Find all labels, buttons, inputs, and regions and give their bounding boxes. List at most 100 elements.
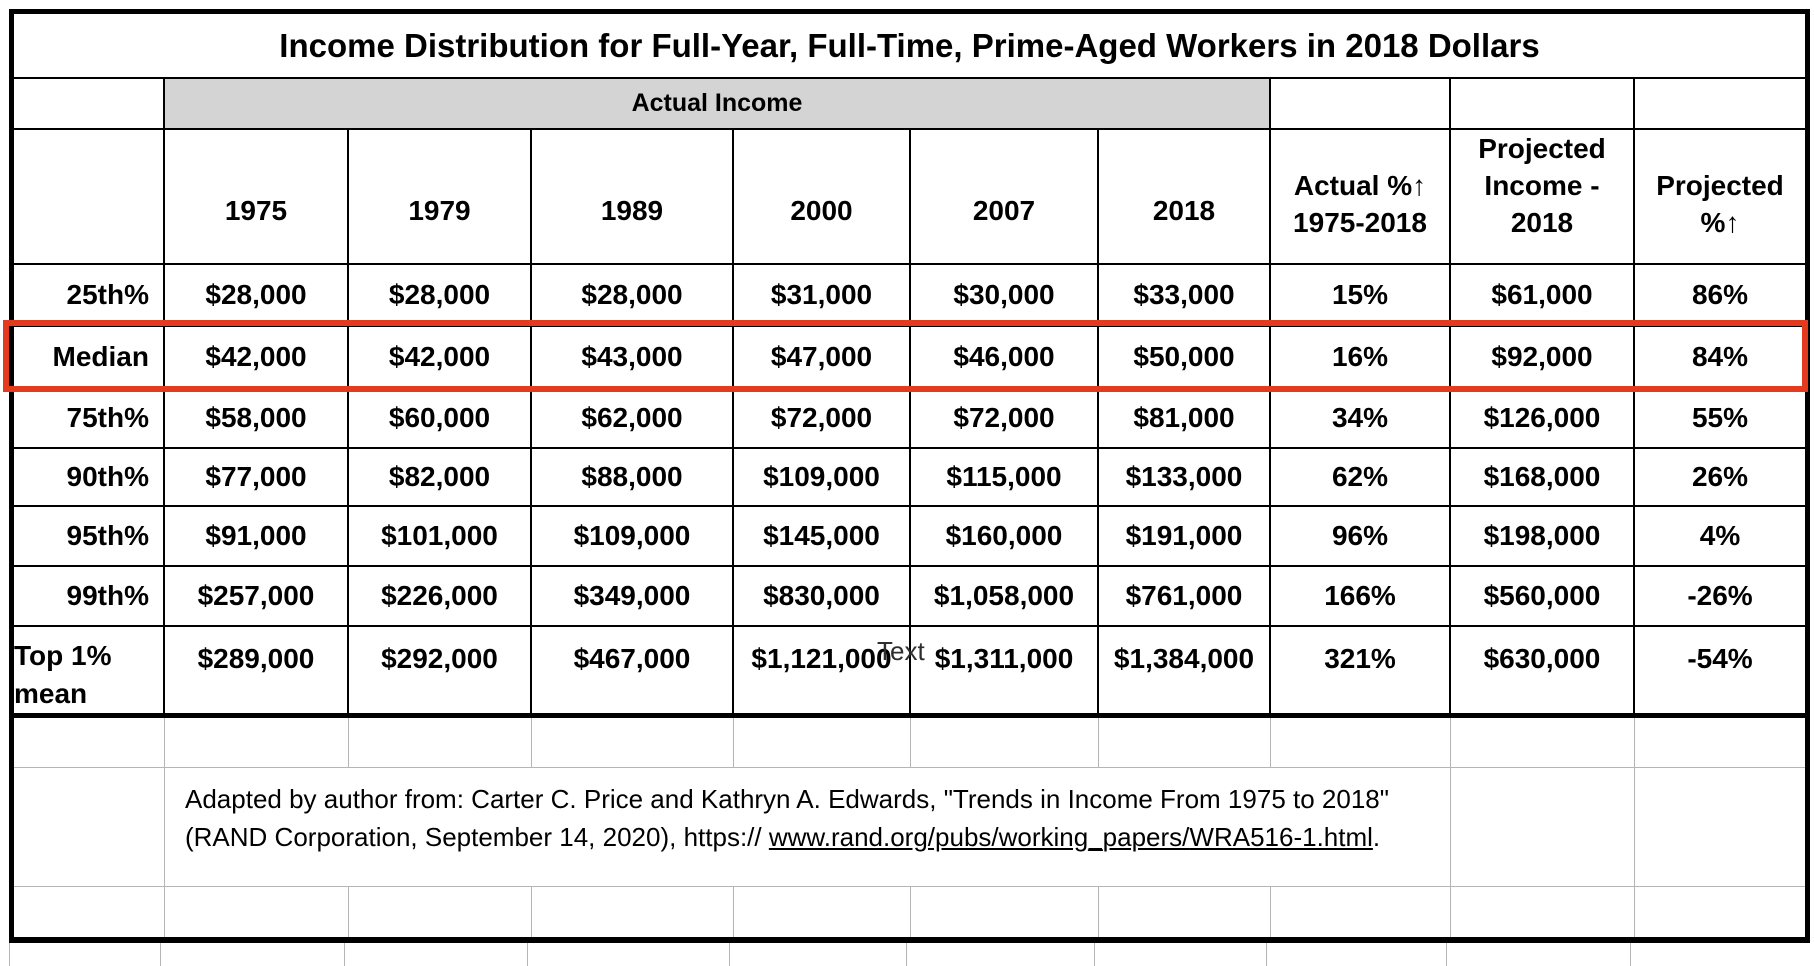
footnote-suffix: . (1372, 822, 1381, 852)
data-cell: $226,000 (349, 567, 532, 627)
empty-cell (1635, 887, 1805, 937)
empty-cell (14, 768, 165, 887)
data-cell: $160,000 (911, 507, 1099, 567)
data-cell: $81,000 (1099, 389, 1271, 449)
empty-cell (907, 943, 1095, 966)
empty-cell (345, 943, 528, 966)
empty-cell (730, 943, 907, 966)
data-cell: $467,000 (532, 627, 734, 713)
data-cell: $145,000 (734, 507, 911, 567)
empty-cell (1451, 718, 1635, 768)
empty-cell (1267, 943, 1447, 966)
empty-cell (1635, 718, 1805, 768)
data-cell: $133,000 (1099, 449, 1271, 507)
row-label-top1-line1: Top 1% (14, 640, 112, 671)
footnote-text: Adapted by author from: Carter C. Price … (185, 784, 1389, 852)
data-cell: $72,000 (734, 389, 911, 449)
data-cell: $1,121,000 (734, 627, 911, 713)
data-cell: $28,000 (532, 265, 734, 327)
empty-cell (1451, 887, 1635, 937)
data-cell: $101,000 (349, 507, 532, 567)
year-header-1975: 1975 (165, 130, 349, 265)
empty-cell (911, 718, 1099, 768)
data-cell: $115,000 (911, 449, 1099, 507)
source-footnote: Adapted by author from: Carter C. Price … (165, 768, 1451, 887)
data-cell: 166% (1271, 567, 1451, 627)
lower-sheet-section: Adapted by author from: Carter C. Price … (9, 718, 1810, 943)
empty-cell (165, 887, 349, 937)
data-cell: $62,000 (532, 389, 734, 449)
band-row-empty-2 (1451, 79, 1635, 130)
data-cell: $58,000 (165, 389, 349, 449)
year-header-1979: 1979 (349, 130, 532, 265)
data-cell: $30,000 (911, 265, 1099, 327)
data-cell: 55% (1635, 389, 1805, 449)
data-cell: $61,000 (1451, 265, 1635, 327)
empty-cell (161, 943, 345, 966)
actual-pct-header-line2: 1975-2018 (1293, 207, 1427, 238)
empty-cell (528, 943, 730, 966)
actual-pct-header-line1: Actual %↑ (1293, 170, 1427, 201)
data-cell: $109,000 (532, 507, 734, 567)
data-cell: 62% (1271, 449, 1451, 507)
data-cell: 26% (1635, 449, 1805, 507)
year-header-1989: 1989 (532, 130, 734, 265)
data-cell: 34% (1271, 389, 1451, 449)
data-cell: $109,000 (734, 449, 911, 507)
empty-cell (349, 887, 532, 937)
year-header-2007: 2007 (911, 130, 1099, 265)
data-cell: $198,000 (1451, 507, 1635, 567)
empty-cell (734, 718, 911, 768)
data-cell: -26% (1635, 567, 1805, 627)
row-label-90th: 90th% (14, 449, 165, 507)
empty-cell (1447, 943, 1631, 966)
data-cell: $1,058,000 (911, 567, 1099, 627)
data-cell: $31,000 (734, 265, 911, 327)
empty-cell (349, 718, 532, 768)
actual-pct-header: Actual %↑ 1975-2018 (1271, 130, 1451, 265)
projected-income-header: Projected Income - 2018 (1451, 130, 1635, 265)
row-label-top1-mean: Top 1% mean (14, 627, 165, 713)
band-row-empty-corner (14, 79, 165, 130)
data-cell: $1,384,000 (1099, 627, 1271, 713)
header-empty-corner (14, 130, 165, 265)
empty-cell (911, 887, 1099, 937)
year-header-2000: 2000 (734, 130, 911, 265)
empty-cell (165, 718, 349, 768)
empty-cell (1271, 887, 1451, 937)
data-cell: $77,000 (165, 449, 349, 507)
data-cell: $126,000 (1451, 389, 1635, 449)
actual-income-band: Actual Income (165, 79, 1271, 130)
data-cell: $257,000 (165, 567, 349, 627)
footnote-link-part2[interactable]: WRA516-1.html (1189, 822, 1373, 852)
data-cell: $88,000 (532, 449, 734, 507)
band-row-empty-3 (1635, 79, 1805, 130)
row-label-75th: 75th% (14, 389, 165, 449)
empty-cell (1451, 768, 1635, 887)
empty-cell (1631, 943, 1801, 966)
empty-cell (1099, 718, 1271, 768)
data-cell: $630,000 (1451, 627, 1635, 713)
empty-cell (1635, 768, 1805, 887)
data-cell: $289,000 (165, 627, 349, 713)
empty-cell (14, 887, 165, 937)
empty-cell (734, 887, 911, 937)
text-artifact: Text (877, 636, 925, 666)
data-cell: $761,000 (1099, 567, 1271, 627)
bottom-partial-row (9, 943, 1810, 966)
median-row-highlight (3, 320, 1808, 392)
projected-income-header-line1: Projected (1478, 133, 1606, 164)
empty-cell (532, 887, 734, 937)
data-cell: $28,000 (349, 265, 532, 327)
projected-income-header-line2: Income - (1484, 170, 1600, 201)
data-cell: 86% (1635, 265, 1805, 327)
data-cell: $168,000 (1451, 449, 1635, 507)
footnote-link-part1[interactable]: www.rand.org/pubs/working_papers/ (768, 822, 1190, 852)
data-cell: $82,000 (349, 449, 532, 507)
data-cell: 321% (1271, 627, 1451, 713)
year-header-2018: 2018 (1099, 130, 1271, 265)
empty-cell (1271, 718, 1451, 768)
table-title: Income Distribution for Full-Year, Full-… (14, 14, 1805, 79)
row-label-95th: 95th% (14, 507, 165, 567)
